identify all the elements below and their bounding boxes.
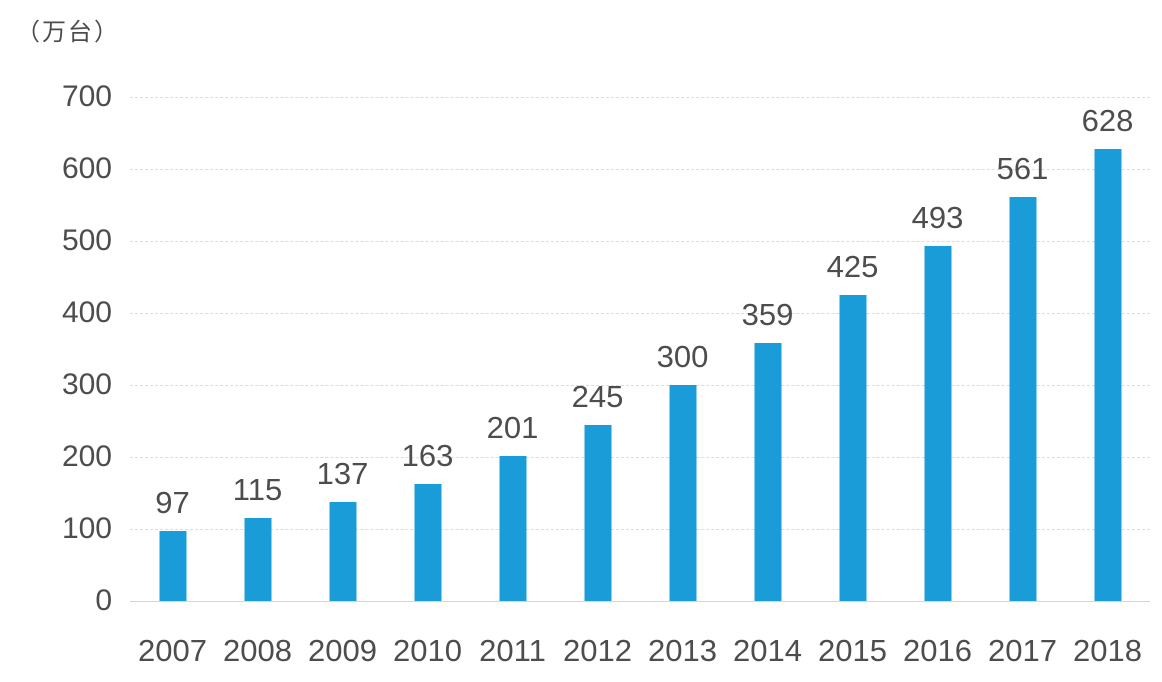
y-axis-tick-label: 600	[61, 152, 112, 185]
bar-value-label: 201	[486, 410, 539, 445]
bar-column: 97 2007	[130, 97, 215, 668]
x-axis-tick-label: 2018	[1073, 633, 1142, 668]
y-axis-tick-label: 300	[61, 368, 112, 401]
bar-value-label: 493	[911, 200, 964, 235]
y-axis-tick-label: 200	[61, 440, 112, 473]
gridline	[130, 457, 1150, 458]
y-axis-tick-label: 0	[95, 584, 112, 617]
bar-value-label: 163	[401, 438, 454, 473]
bar	[1009, 197, 1036, 601]
y-axis-tick-label: 100	[61, 512, 112, 545]
bar-column: 201 2011	[470, 97, 555, 668]
bar-column: 628 2018	[1065, 97, 1150, 668]
bar	[839, 295, 866, 601]
bar	[669, 385, 696, 601]
bar	[329, 502, 356, 601]
bar	[414, 484, 441, 601]
bar-value-label: 628	[1081, 103, 1134, 138]
gridline	[130, 97, 1150, 98]
x-axis-tick-label: 2014	[733, 633, 802, 668]
gridline	[130, 313, 1150, 314]
bar	[499, 456, 526, 601]
y-axis-tick-label: 700	[61, 80, 112, 113]
x-axis-tick-label: 2013	[648, 633, 717, 668]
y-axis-tick-label: 500	[61, 224, 112, 257]
bar-column: 137 2009	[300, 97, 385, 668]
y-axis-tick-label: 400	[61, 296, 112, 329]
x-axis-tick-label: 2015	[818, 633, 887, 668]
bar-value-label: 137	[316, 456, 369, 491]
gridline	[130, 385, 1150, 386]
bar	[244, 518, 271, 601]
x-axis-tick-label: 2009	[308, 633, 377, 668]
y-axis-unit-label: （万台）	[16, 19, 120, 46]
bar-column: 245 2012	[555, 97, 640, 668]
x-axis-tick-label: 2007	[138, 633, 207, 668]
bar	[924, 246, 951, 601]
x-axis-tick-label: 2012	[563, 633, 632, 668]
gridline	[130, 241, 1150, 242]
bar-column: 561 2017	[980, 97, 1065, 668]
x-axis-tick-label: 2011	[479, 633, 546, 668]
plot-area: 97 2007 115 2008 137 2009 163 2010 201 2011 245 201…	[130, 97, 1150, 668]
gridline	[130, 169, 1150, 170]
bar-column: 115 2008	[215, 97, 300, 668]
y-axis-tick-labels: 0 100 200 300 400 500 600 700	[0, 80, 112, 617]
bar-value-label: 425	[826, 249, 879, 284]
x-axis-tick-label: 2008	[223, 633, 292, 668]
bar	[159, 531, 186, 601]
bar	[1094, 149, 1121, 601]
bar-column: 359 2014	[725, 97, 810, 668]
gridline	[130, 529, 1150, 530]
bar-value-label: 115	[232, 472, 283, 507]
x-axis-tick-label: 2017	[988, 633, 1057, 668]
bar-column: 493 2016	[895, 97, 980, 668]
gridline	[130, 601, 1150, 602]
bar-value-label: 561	[996, 151, 1049, 186]
bar	[584, 425, 611, 601]
bar-value-label: 245	[571, 379, 624, 414]
bar	[754, 343, 781, 601]
x-axis-tick-label: 2010	[393, 633, 462, 668]
bar-column: 425 2015	[810, 97, 895, 668]
bar-columns: 97 2007 115 2008 137 2009 163 2010 201 2011 245 201…	[130, 97, 1150, 668]
bar-column: 163 2010	[385, 97, 470, 668]
x-axis-tick-label: 2016	[903, 633, 972, 668]
bar-value-label: 359	[741, 297, 794, 332]
bar-value-label: 300	[656, 339, 709, 374]
bar-column: 300 2013	[640, 97, 725, 668]
bar-value-label: 97	[155, 485, 190, 520]
